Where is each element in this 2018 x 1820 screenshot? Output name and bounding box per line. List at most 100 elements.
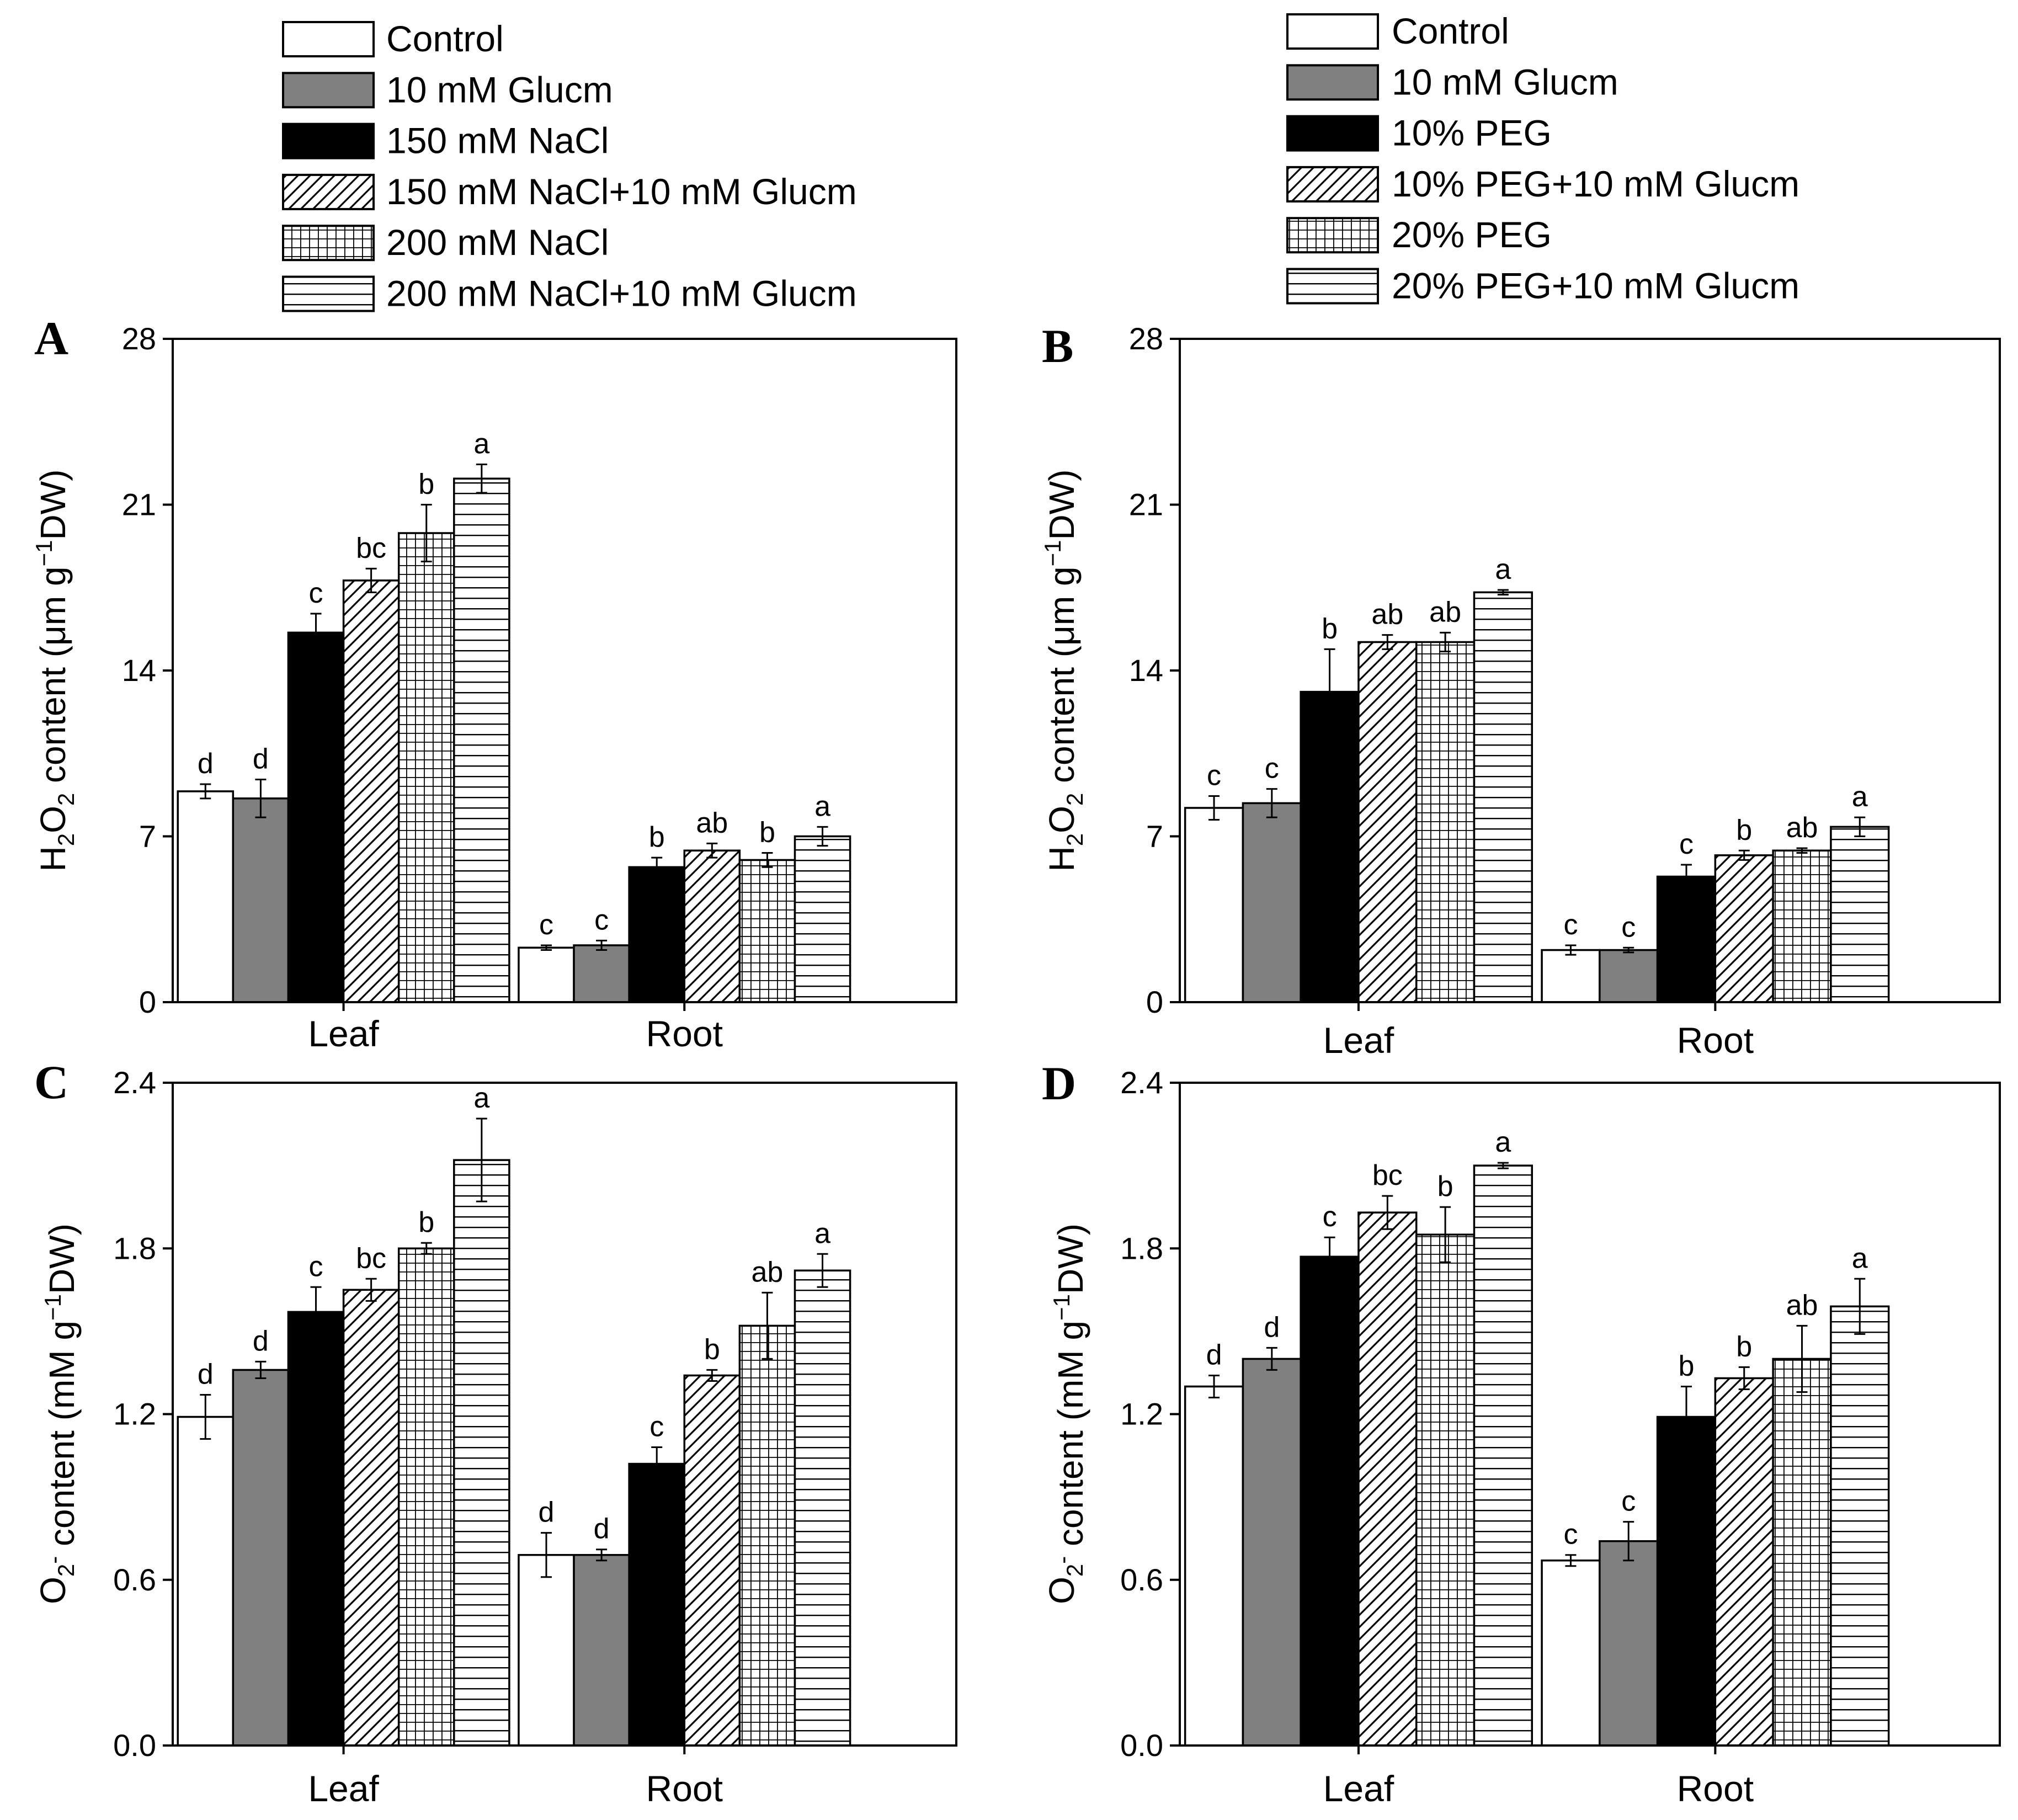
y-axis-title: H2O2 content (μm g−1DW) xyxy=(1040,470,1088,872)
significance-label: b xyxy=(1736,1331,1752,1363)
significance-label: a xyxy=(814,790,830,822)
significance-label: b xyxy=(1437,1170,1453,1202)
y-axis-title-part: DW) xyxy=(1051,1223,1090,1294)
legend-label: Control xyxy=(386,18,504,59)
significance-label: d xyxy=(539,1497,555,1529)
bar xyxy=(232,1369,290,1747)
significance-label: c xyxy=(1621,1486,1636,1518)
significance-label: b xyxy=(418,469,434,501)
y-axis-title-sub: 2 xyxy=(1062,1564,1088,1577)
y-axis-title-sup: −1 xyxy=(40,1294,66,1321)
legend-label: 200 mM NaCl+10 mM Glucm xyxy=(386,273,857,314)
legend-label: 10 mM Glucm xyxy=(386,69,613,110)
bar xyxy=(453,477,510,1003)
y-axis-title-sub: 2 xyxy=(1062,833,1088,846)
bar xyxy=(573,944,630,1003)
significance-label: a xyxy=(814,1217,830,1249)
bar xyxy=(1242,802,1302,1003)
panel-letter: D xyxy=(1042,1057,1076,1110)
y-axis-title-sub: 2 xyxy=(53,1564,79,1577)
legend-swatch xyxy=(282,72,375,109)
bar xyxy=(683,1374,741,1747)
significance-label: ab xyxy=(752,1256,784,1288)
legend-swatch xyxy=(282,225,375,262)
legend-label: 10% PEG+10 mM Glucm xyxy=(1392,163,1799,204)
y-axis-title-part: O xyxy=(1042,806,1082,833)
y-axis-title-part: content ( xyxy=(1051,1409,1090,1556)
y-tick-label: 7 xyxy=(139,819,156,854)
y-tick-label: 2.4 xyxy=(1120,1065,1163,1100)
significance-label: d xyxy=(1206,1339,1222,1371)
y-tick-label: 14 xyxy=(1129,653,1163,688)
bar xyxy=(1242,1358,1302,1747)
bar xyxy=(518,1553,575,1747)
significance-label: ab xyxy=(1786,812,1818,844)
bar xyxy=(628,866,686,1003)
y-tick-label: 28 xyxy=(122,321,156,356)
legend-label: 10 mM Glucm xyxy=(1392,61,1618,102)
y-axis-title-part: O xyxy=(33,806,73,833)
y-axis-title-sup: −1 xyxy=(31,540,57,566)
y-axis-title-part: H xyxy=(33,846,73,871)
bar xyxy=(1357,641,1418,1003)
y-axis-title-sub: - xyxy=(41,1556,67,1564)
y-tick-label: 1.8 xyxy=(1120,1231,1163,1265)
y-tick-label: 0 xyxy=(1146,984,1163,1019)
bar xyxy=(1415,641,1476,1003)
significance-label: a xyxy=(473,1082,489,1114)
bar xyxy=(573,1553,630,1747)
y-axis-title-part: μ xyxy=(33,625,73,646)
significance-label: c xyxy=(1563,1519,1578,1551)
y-axis-title-part: H xyxy=(1042,846,1082,871)
bar xyxy=(177,790,235,1003)
bar xyxy=(1599,1540,1659,1747)
bar xyxy=(1473,591,1533,1003)
y-tick-label: 0.0 xyxy=(113,1728,156,1763)
category-label: Leaf xyxy=(1323,1768,1394,1809)
y-axis-title-sub: 2 xyxy=(53,833,79,846)
significance-label: a xyxy=(1852,781,1868,813)
legend-label: 200 mM NaCl xyxy=(386,222,609,263)
legend-peg: Control 10 mM Glucm 10% PEG 10% PEG+10 mM G… xyxy=(1286,10,1799,306)
y-axis-title-sub: 2 xyxy=(53,793,79,806)
significance-label: c xyxy=(309,1250,323,1282)
significance-label: c xyxy=(1265,753,1279,785)
bar xyxy=(794,835,851,1003)
significance-label: d xyxy=(594,1513,610,1545)
significance-label: d xyxy=(253,1325,269,1357)
legend-layer: Control 10 mM Glucm 150 mM NaCl 150 mM NaCl… xyxy=(282,10,1799,314)
y-axis-title-part: DW) xyxy=(42,1223,82,1294)
category-label: Leaf xyxy=(308,1013,379,1054)
y-axis-title-part: m g xyxy=(33,566,73,625)
bar xyxy=(1772,849,1832,1003)
legend-swatch xyxy=(282,173,375,210)
legend-label: 20% PEG+10 mM Glucm xyxy=(1392,265,1799,306)
bar xyxy=(177,1415,235,1747)
legend-label: 10% PEG xyxy=(1392,113,1552,153)
significance-label: a xyxy=(1852,1242,1868,1274)
legend-label: 150 mM NaCl xyxy=(386,120,609,161)
bar xyxy=(397,532,455,1003)
significance-label: d xyxy=(1264,1311,1280,1343)
significance-label: b xyxy=(704,1333,720,1365)
y-tick-label: 1.2 xyxy=(1120,1397,1163,1431)
legend-swatch xyxy=(1286,217,1379,254)
bar xyxy=(397,1247,455,1747)
bar xyxy=(1300,690,1360,1003)
legend-swatch xyxy=(282,123,375,159)
y-tick-label: 28 xyxy=(1129,321,1163,356)
significance-label: c xyxy=(309,577,323,609)
y-axis-title-sub: - xyxy=(1050,1556,1075,1564)
y-tick-label: 21 xyxy=(1129,487,1163,522)
legend-salt: Control 10 mM Glucm 150 mM NaCl 150 mM NaCl… xyxy=(282,18,857,314)
significance-label: b xyxy=(1322,613,1338,645)
bar xyxy=(287,631,345,1003)
category-label: Root xyxy=(1677,1768,1754,1809)
panel-letter: A xyxy=(34,312,68,365)
y-tick-label: 2.4 xyxy=(113,1065,156,1100)
significance-label: ab xyxy=(696,807,728,839)
y-axis-title-part: O xyxy=(1042,1577,1082,1604)
significance-label: b xyxy=(759,817,775,849)
